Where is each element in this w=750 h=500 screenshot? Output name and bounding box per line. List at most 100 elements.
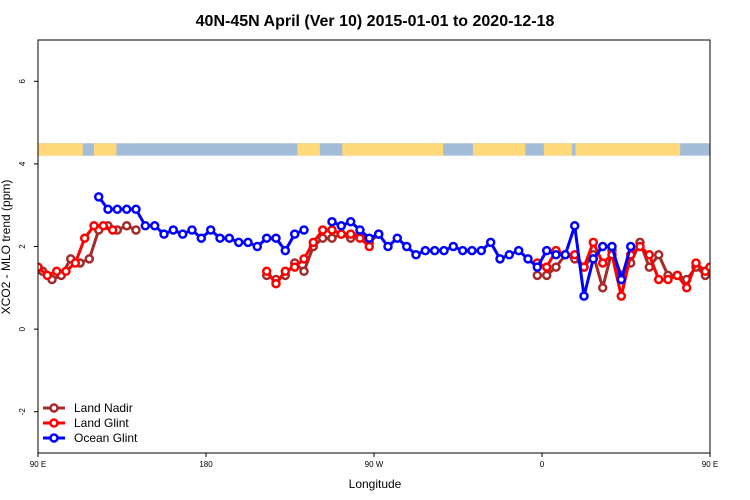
series-layer <box>38 192 746 301</box>
data-point <box>79 233 90 243</box>
data-point <box>299 225 309 235</box>
data-point <box>252 241 263 252</box>
data-point <box>420 245 431 256</box>
y-tick-label: -2 <box>18 408 27 416</box>
data-point <box>644 250 655 260</box>
data-point <box>392 233 403 243</box>
data-point <box>541 270 552 281</box>
land-segment <box>575 143 681 156</box>
y-tick-label: 4 <box>18 161 27 166</box>
data-point <box>364 233 375 243</box>
data-point <box>215 233 225 243</box>
series-ocean-glint <box>93 192 636 301</box>
land-ocean-strip <box>38 143 710 156</box>
data-point <box>98 221 109 231</box>
y-tick-label: 0 <box>18 326 27 331</box>
x-tick-label: 90 E <box>702 460 718 469</box>
data-point <box>38 262 43 272</box>
data-point <box>317 233 328 243</box>
series-line <box>709 267 710 270</box>
legend-swatch-marker <box>49 403 59 413</box>
data-point <box>345 229 356 239</box>
data-point <box>224 233 235 243</box>
data-point <box>42 270 53 281</box>
data-point <box>541 262 552 272</box>
data-point <box>541 245 552 256</box>
data-point <box>289 229 300 239</box>
data-point <box>196 233 207 243</box>
data-point <box>177 229 188 239</box>
data-point <box>653 274 664 285</box>
data-point <box>448 241 459 252</box>
data-point <box>504 250 515 260</box>
y-tick-label: 6 <box>18 79 27 84</box>
data-point <box>725 268 732 275</box>
data-point <box>89 221 99 231</box>
data-point <box>345 216 356 227</box>
data-point <box>261 266 272 277</box>
data-point <box>383 241 393 252</box>
data-point <box>243 237 253 248</box>
data-point <box>709 270 710 272</box>
data-point <box>149 221 160 231</box>
data-point <box>730 272 737 279</box>
data-point <box>61 266 71 277</box>
data-point <box>327 216 337 227</box>
data-point <box>597 283 608 293</box>
series-land-nadir <box>38 221 746 294</box>
legend-label: Land Nadir <box>74 401 133 415</box>
land-segment <box>297 143 320 156</box>
data-point <box>597 241 608 252</box>
data-point <box>401 241 412 252</box>
data-point <box>523 254 533 264</box>
data-point <box>103 204 113 215</box>
data-point <box>280 245 291 256</box>
data-point <box>261 233 272 243</box>
data-point <box>327 225 337 235</box>
data-point <box>681 283 692 293</box>
data-point <box>532 262 543 272</box>
data-point <box>588 237 599 248</box>
data-point <box>735 268 742 275</box>
data-point <box>495 254 505 264</box>
land-segment <box>38 143 83 156</box>
data-point <box>327 233 337 243</box>
data-point <box>131 225 141 235</box>
data-point <box>625 241 636 252</box>
land-segment <box>472 143 526 156</box>
data-point <box>476 245 487 256</box>
data-point <box>289 262 300 272</box>
data-point <box>107 225 118 235</box>
data-point <box>93 192 104 202</box>
data-point <box>373 229 384 239</box>
data-point <box>355 233 365 243</box>
data-point <box>233 237 244 248</box>
data-point <box>355 225 365 235</box>
data-point <box>84 254 95 264</box>
data-point <box>551 262 561 272</box>
data-point <box>588 254 599 264</box>
data-point <box>739 255 746 262</box>
legend-swatch-marker <box>49 418 59 428</box>
data-point <box>663 274 673 285</box>
chart-title: 40N-45N April (Ver 10) 2015-01-01 to 202… <box>196 13 555 30</box>
data-point <box>579 291 589 301</box>
land-segment <box>342 143 444 156</box>
data-point <box>51 266 62 277</box>
y-tick-label: 2 <box>18 244 27 249</box>
data-point <box>597 258 608 268</box>
series-land-glint <box>38 221 742 301</box>
data-point <box>280 266 291 277</box>
data-point <box>411 250 421 260</box>
data-point <box>705 262 710 272</box>
land-segment <box>94 143 117 156</box>
data-point <box>159 229 169 239</box>
data-point <box>121 204 132 215</box>
data-point <box>299 266 309 277</box>
data-point <box>616 274 627 285</box>
data-point <box>457 245 468 256</box>
data-point <box>131 204 141 215</box>
data-point <box>691 258 701 268</box>
data-point <box>271 233 281 243</box>
